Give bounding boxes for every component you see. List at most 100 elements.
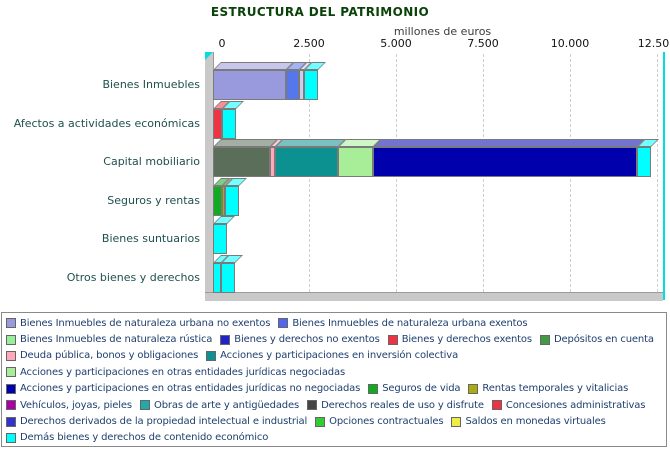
legend-item: Derechos derivados de la propiedad intel… [6,416,307,427]
gridline [657,54,658,292]
bar-segment [213,109,222,139]
legend-label: Opciones contractuales [329,416,444,428]
legend-swatch [6,383,16,394]
legend-item: Depósitos en cuenta [539,334,654,346]
corner-accent [205,52,213,60]
legend-row: Bienes Inmuebles de naturaleza urbana no… [6,315,666,331]
floor-3d [205,292,663,301]
legend-label: Derechos derivados de la propiedad intel… [20,416,308,428]
legend-item: Acciones y participaciones en otras enti… [6,383,360,394]
legend-swatch [6,350,16,361]
legend-row: Derechos derivados de la propiedad intel… [6,413,666,429]
category-label: Capital mobiliario [103,155,200,168]
legend-box: Bienes Inmuebles de naturaleza urbana no… [1,312,667,447]
legend-swatch [387,334,398,345]
legend-label: Demás bienes y derechos de contenido eco… [20,432,269,444]
bar-segment [275,147,338,177]
bar-segment [213,147,270,177]
legend-label: Bienes Inmuebles de naturaleza urbana no… [20,317,271,329]
legend-label: Vehículos, joyas, pieles [20,399,132,411]
category-label: Afectos a actividades económicas [13,117,200,130]
bar-segment [213,186,222,216]
legend-label: Saldos en monedas virtuales [465,416,606,428]
tick-label: 2.500 [293,37,325,50]
legend-swatch [6,367,16,378]
legend-label: Acciones y participaciones en otras enti… [20,383,361,395]
legend-label: Bienes Inmuebles de naturaleza rústica [20,334,213,346]
bar-segment-top [373,139,645,147]
legend-swatch [468,383,479,394]
legend-item: Opciones contractuales [315,416,444,428]
legend-label: Deuda pública, bonos y obligaciones [20,350,199,362]
legend-label: Rentas temporales y vitalicias [482,383,629,395]
legend-swatch [6,318,16,329]
legend-item: Bienes y derechos exentos [387,334,532,346]
bar-segment [338,147,373,177]
legend-swatch [315,416,326,427]
legend-swatch [539,334,550,345]
legend-label: Concesiones administrativas [505,399,646,411]
legend-item: Acciones y participaciones en inversión … [206,350,458,361]
legend-item: Acciones y participaciones en otras enti… [6,367,345,378]
bar-end-cap [221,263,235,293]
legend-item: Seguros de vida [368,383,461,394]
legend-swatch [451,416,462,427]
tick-label: 0 [218,37,226,50]
legend-label: Derechos reales de uso y disfrute [321,399,484,411]
legend-swatch [6,416,16,427]
tick-label: 7.500 [467,37,499,50]
bar-end-cap-top [213,216,235,224]
legend-swatch [6,400,16,411]
legend-item: Vehículos, joyas, pieles [6,400,132,411]
legend-item: Deuda pública, bonos y obligaciones [6,350,198,361]
legend-label: Obras de arte y antigüedades [153,399,300,411]
bar-segment [373,147,637,177]
tick-label: 12.500 [637,37,670,50]
legend-swatch [6,334,16,345]
legend-item: Obras de arte y antigüedades [139,399,300,411]
bar-segment [299,70,304,100]
bar-end-cap [637,147,651,177]
legend-swatch [220,334,231,345]
chart-title: ESTRUCTURA DEL PATRIMONIO [210,5,430,19]
legend-row: Demás bienes y derechos de contenido eco… [6,430,666,446]
legend-label: Acciones y participaciones en otras enti… [20,366,346,378]
legend-row: Vehículos, joyas, pieles Obras de arte y … [6,397,666,413]
bar-segment [213,263,221,293]
legend-row: Acciones y participaciones en otras enti… [6,364,666,380]
category-label: Seguros y rentas [107,194,200,207]
bar-segment [213,70,286,100]
legend-row: Bienes Inmuebles de naturaleza rústica Bi… [6,331,666,347]
tick-label: 10.000 [550,37,590,50]
legend-label: Bienes Inmuebles de naturaleza urbana ex… [292,317,528,329]
category-label: Bienes Inmuebles [102,78,200,91]
legend-swatch [139,400,150,411]
legend-label: Depósitos en cuenta [553,334,654,346]
bar-end-cap [213,224,227,254]
legend-swatch [6,432,16,443]
legend-swatch [206,350,217,361]
x-axis-label: millones de euros [393,25,492,38]
legend-swatch [307,400,318,411]
legend-item: Bienes y derechos no exentos [220,334,380,346]
legend-swatch [278,318,289,329]
legend-label: Bienes y derechos no exentos [234,334,380,346]
bar-segment-top [275,139,346,147]
legend-swatch [368,383,379,394]
legend-item: Bienes Inmuebles de naturaleza urbana ex… [278,317,528,329]
tick-label: 5.000 [380,37,412,50]
legend-item: Bienes Inmuebles de naturaleza rústica [6,334,212,345]
bar-segment [286,70,299,100]
legend-item: Demás bienes y derechos de contenido eco… [6,432,268,443]
legend-item: Bienes Inmuebles de naturaleza urbana no… [6,318,270,329]
bar-segment-top [213,139,278,147]
bar-segment [222,186,225,216]
legend-item: Saldos en monedas virtuales [451,416,606,428]
legend-label: Acciones y participaciones en inversión … [220,350,459,362]
legend-label: Bienes y derechos exentos [401,334,532,346]
bar-end-cap [304,70,318,100]
bar-segment [270,147,275,177]
plot-area [205,52,665,301]
bar-end-cap [225,186,239,216]
